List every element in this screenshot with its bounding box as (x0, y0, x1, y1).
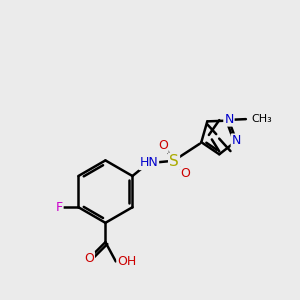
Text: N: N (224, 112, 234, 126)
Text: O: O (158, 139, 168, 152)
Text: CH₃: CH₃ (252, 114, 273, 124)
Text: OH: OH (117, 255, 136, 268)
Text: S: S (169, 154, 179, 169)
Text: F: F (56, 201, 63, 214)
Text: N: N (232, 134, 241, 148)
Text: O: O (180, 167, 190, 180)
Text: HN: HN (140, 156, 158, 169)
Text: O: O (84, 252, 94, 265)
